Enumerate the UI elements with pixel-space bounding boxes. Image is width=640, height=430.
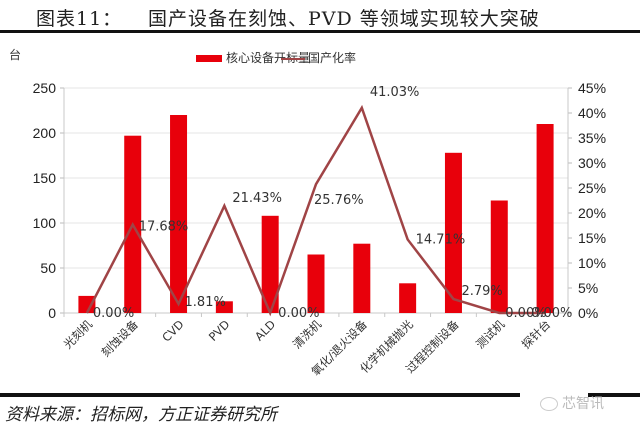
right-axis: 0% 5% 10% 15% 20% 25% 30% 35% 40% 45% — [567, 80, 606, 321]
bar — [353, 243, 371, 313]
right-axis-tick-label: 45% — [578, 80, 606, 96]
bar — [261, 215, 279, 313]
left-axis-unit-label: 台 — [9, 48, 22, 62]
line-data-label: 0.00% — [505, 306, 546, 321]
right-axis-tick-label: 5% — [578, 280, 598, 296]
bar — [536, 124, 554, 313]
watermark: 芯智讯 — [540, 393, 604, 413]
bar-series — [78, 115, 554, 313]
bottom-rule-divider-right — [588, 393, 640, 397]
bar — [399, 283, 417, 313]
left-axis-tick-label: 100 — [33, 215, 57, 231]
right-axis-tick-label: 20% — [578, 205, 606, 221]
bar — [170, 115, 188, 313]
line-data-label: 41.03% — [370, 85, 420, 100]
category-label: 探针台 — [519, 317, 553, 351]
line-data-label: 2.79% — [461, 284, 502, 299]
line-data-label: 1.81% — [185, 295, 226, 310]
figure-title: 国产设备在刻蚀、PVD 等领域实现较大突破 — [148, 8, 540, 30]
right-axis-tick-label: 30% — [578, 155, 606, 171]
line-data-label: 21.43% — [232, 191, 282, 206]
right-axis-tick-label: 0% — [578, 305, 598, 321]
top-rule-divider — [0, 30, 640, 33]
left-axis-tick-label: 150 — [33, 170, 57, 186]
right-axis-tick-label: 25% — [578, 180, 606, 196]
line-series — [85, 104, 546, 317]
left-axis-tick-label: 200 — [33, 125, 57, 141]
category-label: ALD — [252, 317, 278, 343]
right-axis-tick-label: 15% — [578, 230, 606, 246]
line-data-label: 0.00% — [93, 306, 134, 321]
source-note: 资料来源：招标网，方正证券研究所 — [5, 405, 277, 425]
bar — [307, 254, 325, 313]
category-label: 清洗机 — [290, 317, 325, 352]
wechat-icon — [540, 397, 558, 411]
watermark-text: 芯智讯 — [562, 396, 604, 412]
right-axis-tick-label: 35% — [578, 130, 606, 146]
bar — [215, 301, 233, 313]
legend-line-label: 国产化率 — [308, 51, 357, 65]
combo-chart: 0 50 100 150 200 250 0% 5% 10% 15% 20% 25% 30% 35% 40… — [33, 80, 606, 379]
bar-series-swatch-icon — [196, 55, 222, 62]
left-axis-tick-label: 50 — [40, 260, 56, 276]
line-series-swatch-icon — [281, 58, 305, 60]
category-label: 刻蚀设备 — [98, 317, 141, 360]
line-data-label: 14.71% — [416, 232, 466, 247]
right-axis-tick-label: 10% — [578, 255, 606, 271]
line-data-label: 25.76% — [314, 193, 364, 208]
category-label: CVD — [159, 317, 187, 345]
left-axis-tick-label: 250 — [33, 80, 57, 96]
line-data-labels: 0.00% 17.68% 1.81% 21.43% 0.00% 25.76% 41.03% 1… — [93, 85, 572, 321]
legend-bar-label: 核心设备开标量 — [226, 51, 311, 65]
line-data-label: 17.68% — [139, 220, 189, 235]
bar — [490, 200, 508, 313]
bar — [444, 152, 462, 313]
category-label: PVD — [206, 317, 233, 344]
line-data-label: 0.00% — [531, 306, 572, 321]
chart-legend: 核心设备开标量 国产化率 — [0, 49, 640, 65]
right-axis-tick-label: 40% — [578, 105, 606, 121]
figure-number: 图表11： — [36, 8, 123, 30]
figure-title-bar: 图表11： 国产设备在刻蚀、PVD 等领域实现较大突破 — [0, 0, 640, 32]
line-data-label: 0.00% — [278, 306, 319, 321]
bar — [78, 295, 96, 313]
bottom-rule-divider — [0, 393, 520, 397]
category-label: 测试机 — [473, 317, 508, 352]
category-label: 光刻机 — [61, 317, 96, 352]
left-axis-tick-label: 0 — [48, 305, 56, 321]
